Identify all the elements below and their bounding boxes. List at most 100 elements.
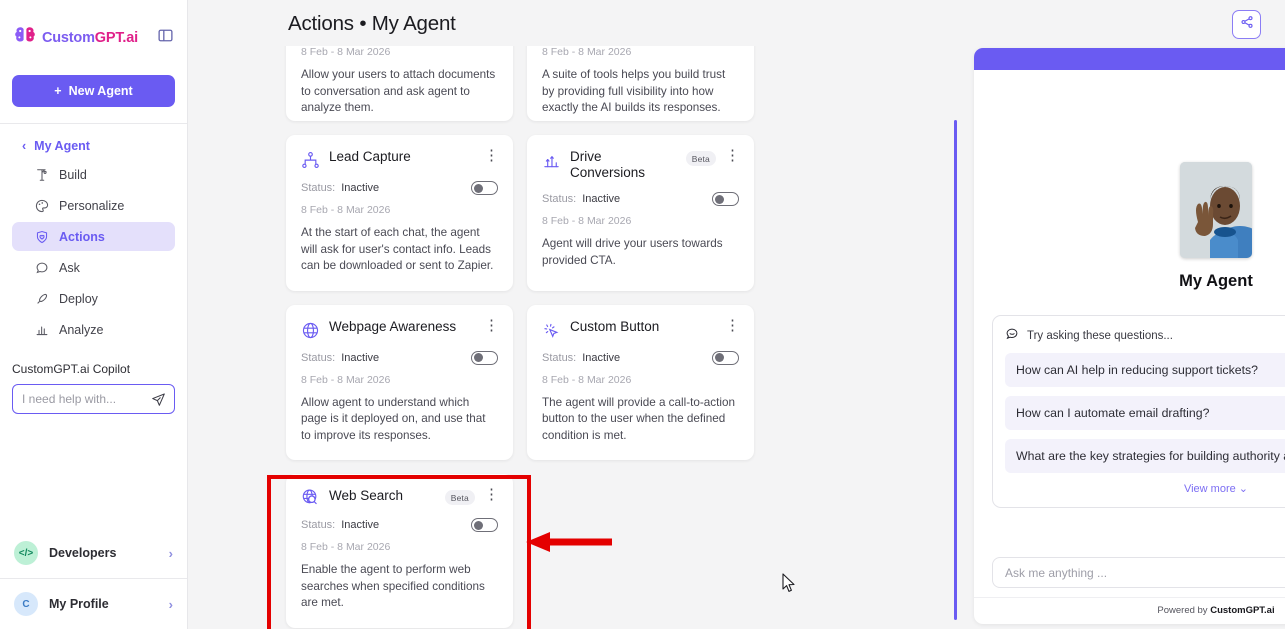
- toggle-knob: [473, 520, 483, 530]
- chat-input[interactable]: [1005, 565, 1285, 580]
- card-title: Lead Capture: [329, 149, 411, 164]
- action-card[interactable]: 8 Feb - 8 Mar 2026 A suite of tools help…: [527, 46, 754, 121]
- status-badge: Inactive: [582, 351, 621, 364]
- brand[interactable]: CustomGPT.ai: [14, 25, 138, 50]
- sidebar-item-label: Actions: [59, 229, 105, 244]
- toggle-knob: [473, 353, 483, 362]
- brand-name-part2: GPT.ai: [94, 29, 138, 46]
- card-title: Web Search: [329, 488, 404, 503]
- card-toggle[interactable]: [712, 192, 739, 206]
- share-button[interactable]: [1232, 10, 1261, 39]
- build-icon: [34, 167, 49, 182]
- copilot-input-wrap[interactable]: [12, 384, 175, 414]
- view-more-button[interactable]: View more ⌄: [1005, 482, 1285, 495]
- copilot-input[interactable]: [22, 392, 144, 406]
- card-date: 8 Feb - 8 Mar 2026: [542, 215, 632, 227]
- suggested-question[interactable]: What are the key strategies for building…: [1005, 439, 1285, 473]
- bar-chart-icon: [34, 322, 49, 337]
- card-description: Enable the agent to perform web searches…: [301, 563, 485, 609]
- action-card-drive-conversions[interactable]: Drive Conversions Beta ⋮ Status: Inactiv…: [527, 135, 754, 291]
- globe-search-icon: [301, 488, 320, 507]
- card-toggle[interactable]: [471, 350, 498, 365]
- content-area: 8 Feb - 8 Mar 2026 Allow your users to a…: [188, 46, 1285, 629]
- send-plane-icon[interactable]: [151, 392, 166, 412]
- suggested-question[interactable]: How can AI help in reducing support tick…: [1005, 353, 1285, 387]
- card-description: Allow your users to attach documents to …: [301, 68, 496, 114]
- card-status-row: Status: Inactive: [301, 350, 498, 365]
- suggested-question[interactable]: How can I automate email drafting?: [1005, 396, 1285, 430]
- action-card[interactable]: 8 Feb - 8 Mar 2026 Allow your users to a…: [286, 46, 513, 121]
- sidebar-item-my-profile[interactable]: C My Profile ›: [0, 579, 187, 629]
- cards-grid: 8 Feb - 8 Mar 2026 Allow your users to a…: [286, 46, 770, 628]
- card-status-row: Status: Inactive: [301, 518, 498, 532]
- actions-card-list[interactable]: 8 Feb - 8 Mar 2026 Allow your users to a…: [188, 46, 780, 629]
- chat-input-wrap[interactable]: [992, 557, 1285, 588]
- card-menu-button[interactable]: ⋮: [484, 316, 499, 334]
- chevron-right-icon: ›: [168, 545, 173, 561]
- new-agent-button[interactable]: + New Agent: [12, 75, 175, 107]
- main-area: Actions • My Agent 8 Feb - 8 Mar 2026 Al…: [188, 0, 1285, 629]
- card-menu-button[interactable]: ⋮: [725, 316, 740, 334]
- status-badge: Inactive: [341, 182, 380, 194]
- sidebar-back-my-agent[interactable]: ‹ My Agent: [0, 134, 187, 158]
- chat-preview-panel: My Agent Try asking these questions...: [974, 48, 1285, 624]
- new-agent-wrap: + New Agent: [0, 75, 187, 123]
- sidebar-item-label: Personalize: [59, 198, 125, 213]
- card-menu-button[interactable]: ⋮: [725, 147, 740, 164]
- suggested-questions-box: Try asking these questions... How can AI…: [992, 315, 1285, 508]
- card-description: At the start of each chat, the agent wil…: [301, 226, 494, 272]
- card-title: Drive Conversions: [570, 149, 646, 180]
- beta-badge: Beta: [444, 490, 475, 505]
- palette-icon: [34, 198, 49, 213]
- brand-name: CustomGPT.ai: [42, 30, 138, 46]
- preview-toolbar: [974, 48, 1285, 70]
- action-card-custom-button[interactable]: Custom Button ⋮ Status: Inactive 8 Feb -…: [527, 304, 754, 460]
- globe-icon: [301, 321, 320, 340]
- sidebar-item-developers[interactable]: </> Developers ›: [0, 528, 187, 578]
- sidebar-back-label: My Agent: [34, 139, 90, 153]
- sidebar-item-build[interactable]: Build: [12, 160, 175, 189]
- panel-toggle-icon[interactable]: [158, 28, 173, 48]
- sidebar-item-ask[interactable]: Ask: [12, 253, 175, 282]
- sidebar-item-analyze[interactable]: Analyze: [12, 315, 175, 344]
- sidebar-item-deploy[interactable]: Deploy: [12, 284, 175, 313]
- card-header: Lead Capture ⋮: [301, 147, 499, 170]
- status-label: Status:: [542, 351, 577, 364]
- beta-badge: Beta: [685, 151, 716, 166]
- card-menu-button[interactable]: ⋮: [484, 486, 499, 503]
- card-date: 8 Feb - 8 Mar 2026: [301, 373, 391, 386]
- sidebar-item-actions[interactable]: Actions: [12, 222, 175, 251]
- card-header: Custom Button ⋮: [542, 316, 740, 340]
- sidebar-item-label: Analyze: [59, 322, 104, 337]
- action-card-lead-capture[interactable]: Lead Capture ⋮ Status: Inactive 8 Feb - …: [286, 135, 513, 291]
- card-menu-button[interactable]: ⋮: [484, 147, 499, 164]
- action-card-web-search[interactable]: Web Search Beta ⋮ Status: Inactive 8 Feb…: [286, 474, 513, 628]
- brand-name-part1: Custom: [42, 29, 95, 46]
- toggle-knob: [473, 183, 483, 193]
- status-badge: Inactive: [341, 519, 380, 531]
- card-title: Custom Button: [570, 318, 660, 334]
- card-status-row: Status: Inactive: [542, 192, 739, 206]
- chat-bubble-icon: [1005, 327, 1019, 344]
- status-badge: Inactive: [341, 351, 380, 364]
- lead-capture-icon: [301, 151, 320, 170]
- sidebar-divider-top: [0, 123, 187, 124]
- card-toggle[interactable]: [471, 518, 498, 532]
- card-toggle[interactable]: [712, 350, 739, 365]
- card-date: 8 Feb - 8 Mar 2026: [301, 46, 391, 58]
- shield-heart-icon: [34, 229, 49, 244]
- toggle-knob: [714, 194, 724, 204]
- card-description: The agent will provide a call-to-action …: [542, 395, 735, 442]
- card-toggle[interactable]: [471, 181, 498, 195]
- preview-body: My Agent Try asking these questions...: [974, 70, 1285, 557]
- sidebar-item-label: Deploy: [59, 291, 98, 306]
- chevron-down-icon: ⌄: [1238, 483, 1249, 495]
- sidebar-item-label: Ask: [59, 260, 80, 275]
- scrollbar[interactable]: [954, 120, 957, 620]
- sidebar-item-personalize[interactable]: Personalize: [12, 191, 175, 220]
- toggle-knob: [714, 353, 724, 362]
- card-description: A suite of tools helps you build trust b…: [542, 68, 726, 114]
- brand-row: CustomGPT.ai: [0, 0, 187, 75]
- card-date: 8 Feb - 8 Mar 2026: [542, 373, 632, 386]
- action-card-webpage-awareness[interactable]: Webpage Awareness ⋮ Status: Inactive 8 F…: [286, 304, 513, 460]
